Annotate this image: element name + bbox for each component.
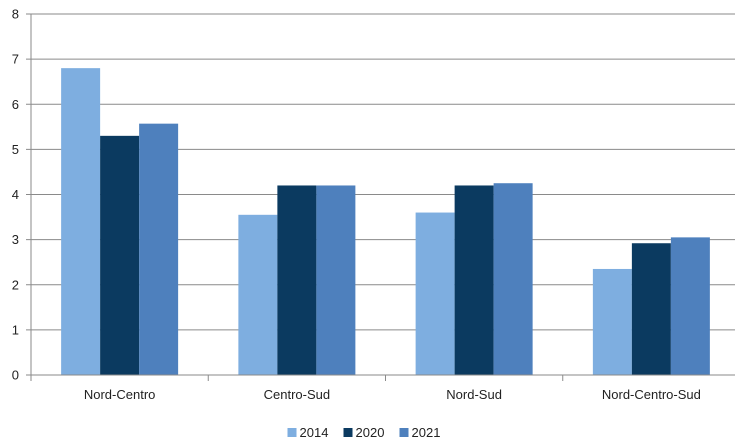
y-tick-label: 8 — [12, 7, 19, 22]
bar-2020-nord-centro — [100, 135, 140, 375]
bars — [61, 68, 710, 376]
y-tick-label: 0 — [12, 368, 19, 383]
bar-2014-centro-sud — [238, 214, 278, 375]
bar-2020-centro-sud — [277, 185, 317, 375]
y-tick-label: 3 — [12, 232, 19, 247]
legend-label-2014: 2014 — [300, 425, 329, 440]
legend-label-2021: 2021 — [412, 425, 441, 440]
y-tick-label: 4 — [12, 187, 19, 202]
y-tick-label: 6 — [12, 97, 19, 112]
bar-2020-nord-centro-sud — [631, 243, 671, 375]
x-axis: Nord-Centro Centro-Sud Nord-Sud Nord-Centro… — [30, 374, 735, 402]
legend-swatch-2021 — [399, 428, 409, 437]
category-label: Nord-Sud — [446, 387, 502, 402]
y-tick-label: 1 — [12, 322, 19, 337]
bar-2021-nord-centro-sud — [670, 237, 710, 375]
legend-label-2020: 2020 — [356, 425, 385, 440]
category-label: Nord-Centro — [84, 387, 156, 402]
y-tick-label: 5 — [12, 142, 19, 157]
bar-2014-nord-centro — [61, 68, 101, 376]
y-tick-label: 7 — [12, 52, 19, 67]
legend-swatch-2014 — [287, 428, 297, 437]
legend-swatch-2020 — [343, 428, 353, 437]
category-label: Nord-Centro-Sud — [602, 387, 701, 402]
bar-2021-nord-centro — [139, 123, 179, 375]
bar-2014-nord-centro-sud — [592, 268, 632, 375]
bar-2014-nord-sud — [415, 212, 455, 375]
y-tick-label: 2 — [12, 277, 19, 292]
legend: 2014 2020 2021 — [287, 425, 441, 440]
bar-2021-centro-sud — [316, 185, 356, 375]
bar-2021-nord-sud — [493, 183, 533, 375]
y-axis: 0 1 2 3 4 5 6 7 8 — [12, 7, 32, 383]
category-label: Centro-Sud — [264, 387, 330, 402]
bar-2020-nord-sud — [454, 185, 494, 375]
